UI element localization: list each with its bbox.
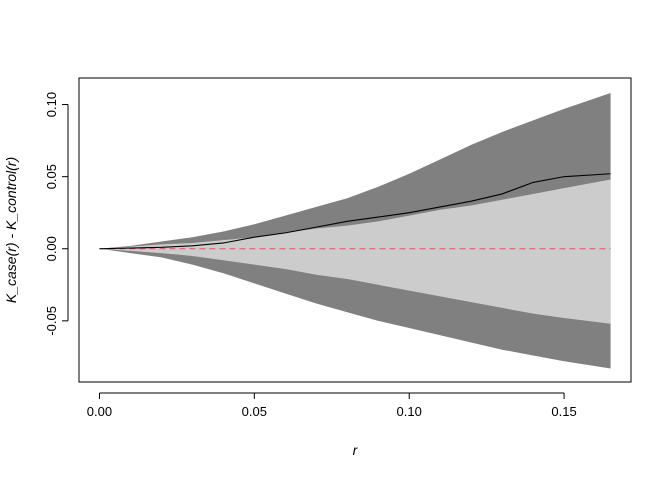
- y-tick-label: -0.05: [44, 306, 59, 336]
- plot-frame: [78, 77, 632, 383]
- x-tick-label: 0.10: [397, 404, 422, 419]
- x-tick-label: 0.00: [87, 404, 112, 419]
- y-tick-label: 0.05: [44, 164, 59, 189]
- x-tick-label: 0.05: [242, 404, 267, 419]
- observed-line: [99, 173, 611, 250]
- y-tick-label: 0.10: [44, 92, 59, 117]
- x-axis: 0.00 0.05 0.10 0.15: [87, 392, 577, 419]
- y-tick-label: 0.00: [44, 236, 59, 261]
- x-axis-title: r: [353, 442, 359, 458]
- inner-envelope-band: [99, 179, 611, 324]
- y-axis-title: K_case(r) - K_control(r): [3, 157, 19, 303]
- x-tick-label: 0.15: [551, 404, 576, 419]
- plot-layer: [99, 93, 611, 369]
- y-axis: -0.05 0.00 0.05 0.10: [44, 92, 69, 336]
